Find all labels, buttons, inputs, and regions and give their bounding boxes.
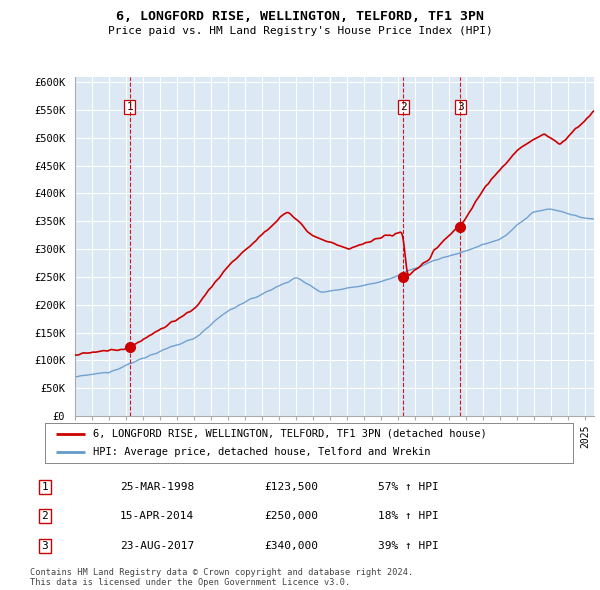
Text: 2: 2 [41,512,49,521]
Text: 3: 3 [41,541,49,550]
Text: 6, LONGFORD RISE, WELLINGTON, TELFORD, TF1 3PN: 6, LONGFORD RISE, WELLINGTON, TELFORD, T… [116,10,484,23]
Text: £123,500: £123,500 [264,482,318,491]
Text: 18% ↑ HPI: 18% ↑ HPI [378,512,439,521]
Text: Price paid vs. HM Land Registry's House Price Index (HPI): Price paid vs. HM Land Registry's House … [107,26,493,36]
Text: HPI: Average price, detached house, Telford and Wrekin: HPI: Average price, detached house, Telf… [92,447,430,457]
Text: 57% ↑ HPI: 57% ↑ HPI [378,482,439,491]
Text: 15-APR-2014: 15-APR-2014 [120,512,194,521]
Text: Contains HM Land Registry data © Crown copyright and database right 2024.
This d: Contains HM Land Registry data © Crown c… [30,568,413,587]
Text: £340,000: £340,000 [264,541,318,550]
Text: £250,000: £250,000 [264,512,318,521]
Text: 39% ↑ HPI: 39% ↑ HPI [378,541,439,550]
Text: 2: 2 [400,102,407,112]
Text: 6, LONGFORD RISE, WELLINGTON, TELFORD, TF1 3PN (detached house): 6, LONGFORD RISE, WELLINGTON, TELFORD, T… [92,429,486,439]
Text: 23-AUG-2017: 23-AUG-2017 [120,541,194,550]
Text: 25-MAR-1998: 25-MAR-1998 [120,482,194,491]
Text: 3: 3 [457,102,464,112]
Text: 1: 1 [127,102,133,112]
Text: 1: 1 [41,482,49,491]
